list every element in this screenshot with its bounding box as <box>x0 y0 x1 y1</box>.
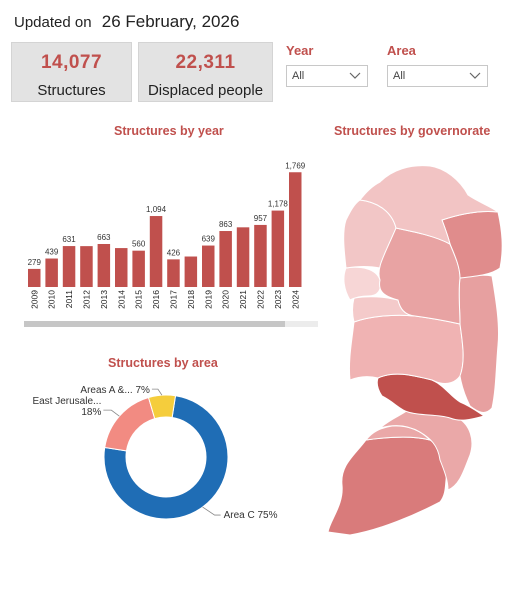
x-tick-label: 2009 <box>29 290 39 309</box>
map-region-jericho[interactable] <box>458 274 500 413</box>
bar-data-label: 639 <box>202 235 216 244</box>
map-region-jenin[interactable] <box>359 165 500 245</box>
bar-2011 <box>62 246 76 287</box>
bar-data-label: 863 <box>219 220 233 229</box>
bar-data-label: 1,094 <box>146 205 167 214</box>
map-region-qalqiliya[interactable] <box>343 266 381 301</box>
area-filter: Area All <box>387 43 488 87</box>
chevron-down-icon <box>469 72 481 79</box>
donut-label-areas-a-b: Areas A &... 7% <box>80 385 150 396</box>
displaced-people-kpi-value: 22,311 <box>175 52 236 73</box>
displaced-people-kpi-label: Displaced people <box>147 82 264 99</box>
x-tick-label: 2012 <box>81 290 91 309</box>
structures-by-area-chart: Area C 75% East Jerusale...18% Areas A &..… <box>32 385 278 521</box>
structures-kpi-label: Structures <box>37 82 106 99</box>
structures-by-year-title: Structures by year <box>114 124 224 138</box>
bar-2012 <box>80 246 93 287</box>
x-tick-label: 2024 <box>290 290 300 309</box>
leader-line <box>202 506 221 516</box>
bar-data-label: 1,769 <box>285 161 306 170</box>
x-tick-label: 2010 <box>47 290 57 309</box>
bar-data-label: 560 <box>132 240 146 249</box>
bar-data-label: 957 <box>254 214 268 223</box>
chevron-down-icon <box>349 72 361 79</box>
x-tick-label: 2019 <box>203 290 213 309</box>
updated-label: Updated on <box>14 14 92 31</box>
donut-value-east-jerusalem: 18% <box>81 407 101 418</box>
bar-2020 <box>219 231 232 287</box>
bar-data-label: 279 <box>28 258 42 267</box>
updated-info: Updated on 26 February, 2026 <box>14 12 239 32</box>
bar-data-label: 426 <box>167 248 181 257</box>
chart-scrollbar-track[interactable] <box>24 321 318 327</box>
donut-slice-0 <box>103 395 229 520</box>
x-tick-label: 2020 <box>221 290 231 309</box>
bar-data-label: 631 <box>62 235 76 244</box>
bar-data-label: 1,178 <box>268 200 289 209</box>
donut-slice-2 <box>147 394 177 420</box>
bar-2014 <box>115 248 128 287</box>
structures-kpi-value: 14,077 <box>40 52 103 73</box>
x-tick-label: 2011 <box>64 290 74 309</box>
bar-data-label: 439 <box>45 248 59 257</box>
donut-label-east-jerusalem: East Jerusale... <box>32 396 101 407</box>
bar-2013 <box>97 243 111 287</box>
chart-scrollbar-thumb[interactable] <box>24 321 285 327</box>
leader-line <box>151 388 163 396</box>
x-tick-label: 2021 <box>238 290 248 309</box>
year-filter-value: All <box>292 70 305 82</box>
bar-2016 <box>149 216 163 287</box>
bar-data-label: 663 <box>97 233 111 242</box>
donut-label-area-c: Area C 75% <box>224 510 278 521</box>
bar-2024 <box>289 172 302 287</box>
x-tick-label: 2023 <box>273 290 283 309</box>
x-tick-label: 2017 <box>168 290 178 309</box>
leader-line <box>103 409 120 417</box>
map-region-ramallah[interactable] <box>349 314 464 384</box>
bar-2010 <box>45 258 58 287</box>
year-filter: Year All <box>286 43 368 87</box>
year-filter-title: Year <box>286 43 314 58</box>
year-filter-dropdown[interactable]: All <box>286 65 368 87</box>
donut-slice-1 <box>104 396 156 452</box>
area-filter-title: Area <box>387 43 416 58</box>
bar-2017 <box>167 259 180 287</box>
governorate-map <box>327 165 503 536</box>
bar-2009 <box>28 268 41 287</box>
bar-2021 <box>236 227 250 287</box>
structures-by-year-chart: 279 2009 439 2010 631 2011 2012 663 2013 2014 560 2… <box>28 161 306 309</box>
bar-2023 <box>271 210 285 287</box>
updated-date: 26 February, 2026 <box>101 12 240 31</box>
displaced-people-kpi-card: 22,311 Displaced people <box>138 42 273 102</box>
x-tick-label: 2016 <box>151 290 161 309</box>
area-filter-value: All <box>393 70 406 82</box>
structures-by-governorate-title: Structures by governorate <box>334 124 491 138</box>
map-region-hebron[interactable] <box>327 436 449 536</box>
x-tick-label: 2015 <box>134 290 144 309</box>
x-tick-label: 2018 <box>186 290 196 309</box>
bar-2019 <box>202 245 215 287</box>
structures-by-area-title: Structures by area <box>108 356 218 370</box>
bar-2018 <box>184 256 198 287</box>
x-tick-label: 2022 <box>255 290 265 309</box>
x-tick-label: 2014 <box>116 290 126 309</box>
bar-2015 <box>132 250 145 287</box>
x-tick-label: 2013 <box>99 290 109 309</box>
structures-kpi-card: 14,077 Structures <box>11 42 132 102</box>
area-filter-dropdown[interactable]: All <box>387 65 488 87</box>
bar-2022 <box>254 224 267 287</box>
